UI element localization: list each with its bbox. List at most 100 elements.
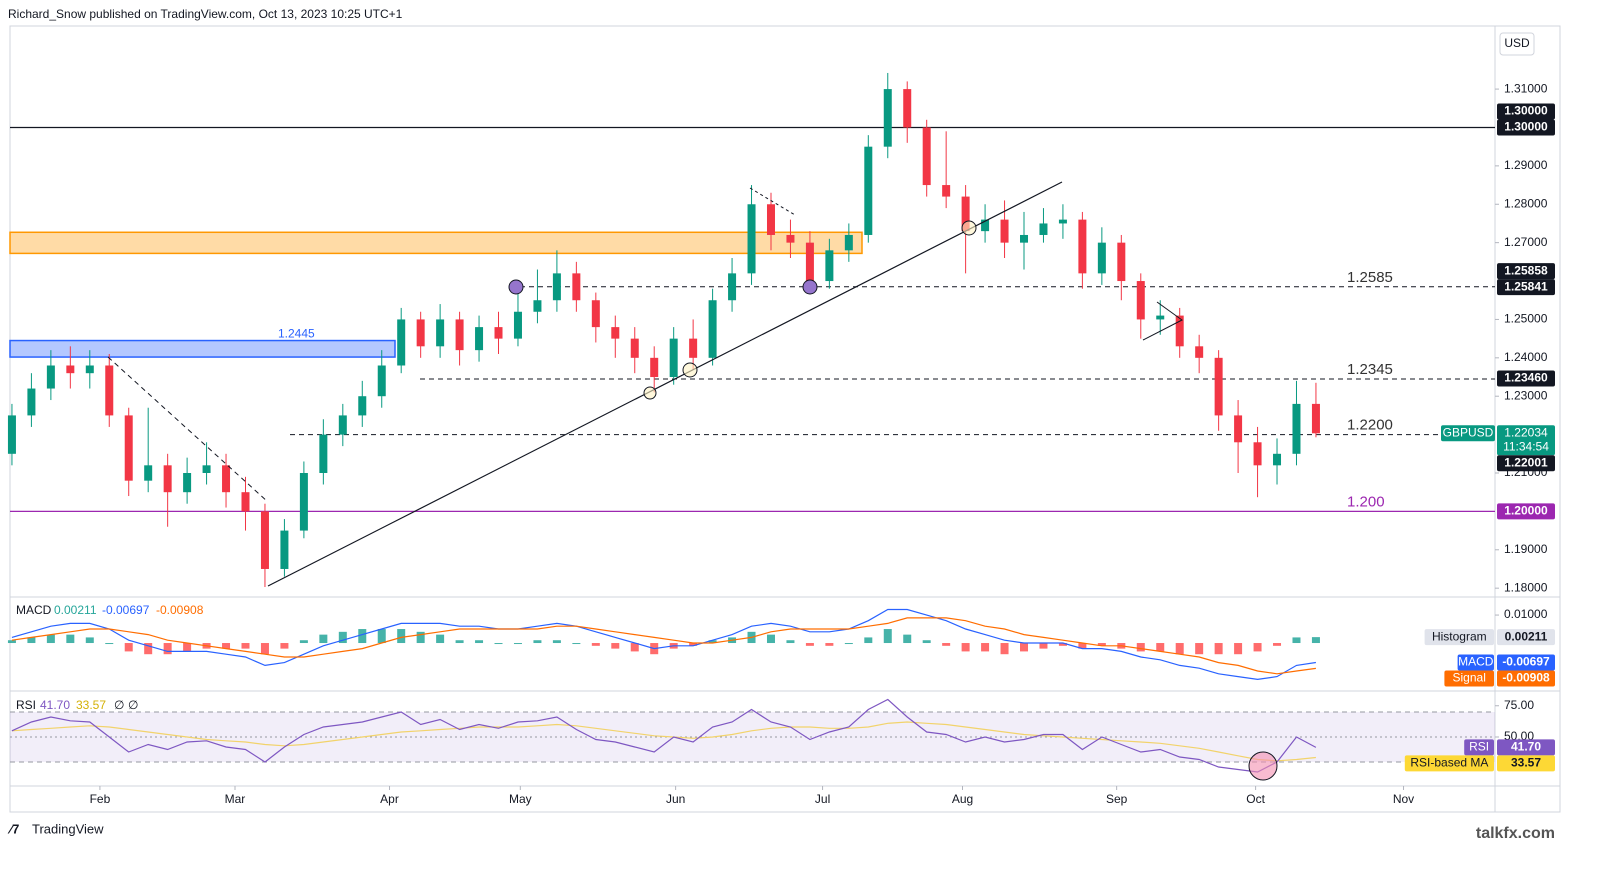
x-tick-label: Mar (225, 792, 246, 806)
marker (508, 279, 524, 295)
candle-body (825, 250, 834, 282)
candle-body (46, 365, 55, 389)
y-tick-label: 75.00 (1504, 698, 1534, 712)
pane-badge (1497, 654, 1555, 671)
candle-body (105, 365, 114, 416)
x-tick-label: Oct (1246, 792, 1265, 806)
histogram-bar (903, 634, 912, 644)
histogram-bar (280, 643, 289, 649)
candle-body (1234, 415, 1243, 443)
candle-body (416, 319, 425, 347)
histogram-bar (689, 643, 698, 646)
histogram-bar (611, 643, 620, 649)
histogram-bar (708, 640, 717, 644)
histogram-bar (1156, 643, 1165, 652)
x-tick-label: May (509, 792, 532, 806)
currency[interactable]: USD (1504, 36, 1530, 50)
candle-body (260, 511, 269, 569)
candle-body (766, 204, 775, 235)
price-badge (1497, 263, 1555, 280)
histogram-bar (436, 634, 445, 644)
histogram-bar (124, 643, 133, 652)
histogram-bar (1253, 643, 1262, 652)
candle-body (1000, 219, 1009, 243)
candle-body (241, 492, 250, 512)
y-tick-label: 1.23000 (1504, 388, 1548, 402)
histogram-bar (552, 640, 561, 644)
countdown: 11:34:54 (1503, 439, 1549, 453)
histogram-bar (981, 643, 990, 652)
pane-title: MACD (16, 603, 52, 617)
price-badge-label: 1.30000 (1504, 104, 1548, 118)
candle-body (844, 234, 853, 251)
legend-extra: ∅ (114, 698, 124, 712)
candle-body (183, 472, 192, 493)
histogram-bar (1020, 643, 1029, 652)
histogram-bar (416, 631, 425, 644)
price-badge-label: 1.23460 (1504, 371, 1548, 385)
histogram-bar (844, 643, 853, 645)
legend-value: 33.57 (76, 698, 106, 712)
histogram-bar (377, 629, 386, 644)
candle-body (338, 415, 347, 435)
histogram-bar (1039, 643, 1048, 649)
marker (802, 279, 818, 295)
histogram-bar (144, 643, 153, 655)
histogram-bar (338, 631, 347, 644)
y-tick-label: 1.27000 (1504, 235, 1548, 249)
candle-body (786, 234, 795, 243)
watermark: talkfx.com (1476, 825, 1555, 842)
histogram-bar (630, 643, 639, 652)
candle-body (124, 415, 133, 481)
currency-box[interactable] (1499, 32, 1535, 56)
triangle-pattern (1142, 301, 1183, 341)
candle-body (1195, 346, 1204, 358)
pane-title: RSI (16, 698, 36, 712)
candle-body (222, 465, 231, 493)
histogram-bar (533, 640, 542, 644)
pane-badge-label: -0.00697 (1502, 655, 1550, 669)
level-label: 1.2585 (1347, 269, 1393, 286)
histogram-bar (805, 643, 814, 646)
marker (961, 220, 977, 236)
x-tick-label: Jul (815, 792, 830, 806)
candle-body (436, 319, 445, 347)
x-tick-label: Nov (1393, 792, 1414, 806)
legend-value: -0.00908 (156, 603, 204, 617)
pane-badge-label: 0.00211 (1505, 629, 1548, 643)
pane-badge-name-label: Histogram (1432, 629, 1487, 643)
pane-badge-name (1464, 739, 1494, 756)
histogram-bar (163, 643, 172, 655)
histogram-bar (1175, 643, 1184, 655)
candle-body (961, 196, 970, 232)
symbol-name-badge (1441, 425, 1495, 442)
price-badge-label: 1.25841 (1504, 279, 1548, 293)
histogram-bar (1078, 643, 1087, 649)
histogram-bar (66, 634, 75, 644)
candle-body (864, 146, 873, 235)
histogram-bar (299, 640, 308, 644)
pane-badge-name-label: MACD (1458, 655, 1494, 669)
candle-body (494, 327, 503, 339)
candle-body (922, 127, 931, 186)
candle-body (1020, 234, 1029, 243)
price-badge (1497, 103, 1555, 120)
candle-body (202, 465, 211, 473)
y-tick-label: 1.24000 (1504, 350, 1548, 364)
histogram-bar (358, 629, 367, 644)
symbol-price: 1.22034 (1504, 425, 1548, 439)
histogram-bar (1273, 643, 1282, 646)
histogram-bar (591, 643, 600, 646)
y-tick-label: 1.25000 (1504, 312, 1548, 326)
candle-body (728, 273, 737, 301)
histogram-bar (786, 640, 795, 644)
histogram-bar (922, 640, 931, 644)
histogram-bar (1214, 643, 1223, 655)
pane-badge-label: 41.70 (1511, 740, 1541, 754)
price-badge-label: 1.22001 (1504, 455, 1548, 469)
candle-body (475, 327, 484, 351)
price-badge-label: 1.25858 (1504, 263, 1548, 277)
candle-body (1097, 242, 1106, 274)
histogram-bar (572, 643, 581, 645)
